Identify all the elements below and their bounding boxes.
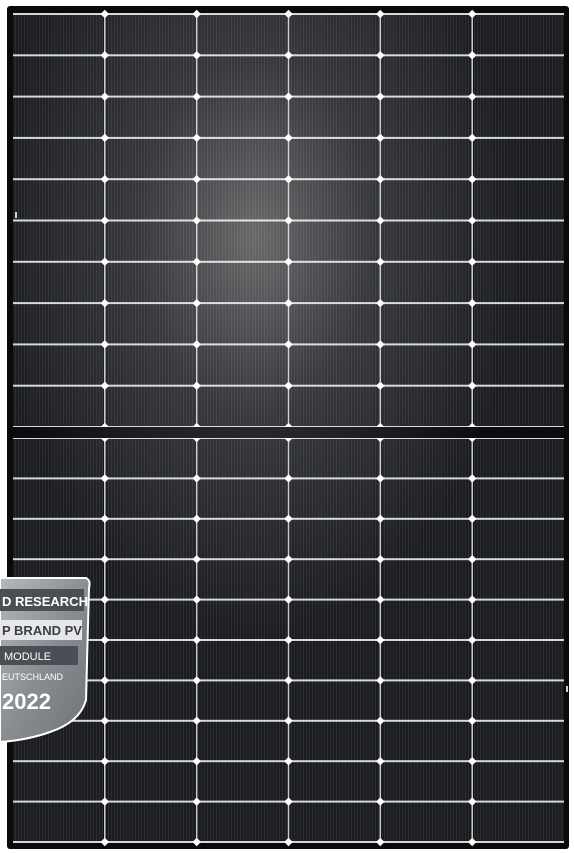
badge-band-research (0, 589, 84, 611)
badge-line-research: D RESEARCH (2, 594, 88, 609)
badge-year: 2022 (2, 689, 51, 714)
badge-line-brand: P BRAND PV (2, 623, 82, 638)
left-mount-mark (15, 212, 17, 218)
badge-line-module: MODULE (4, 651, 51, 663)
light-reflection (13, 14, 564, 842)
badge-band-brand (0, 620, 82, 640)
badge-line-country: EUTSCHLAND (2, 672, 64, 682)
award-badge: D RESEARCH P BRAND PV MODULE EUTSCHLAND … (0, 577, 91, 744)
badge-band-module (0, 646, 78, 665)
right-mount-mark (566, 686, 568, 692)
